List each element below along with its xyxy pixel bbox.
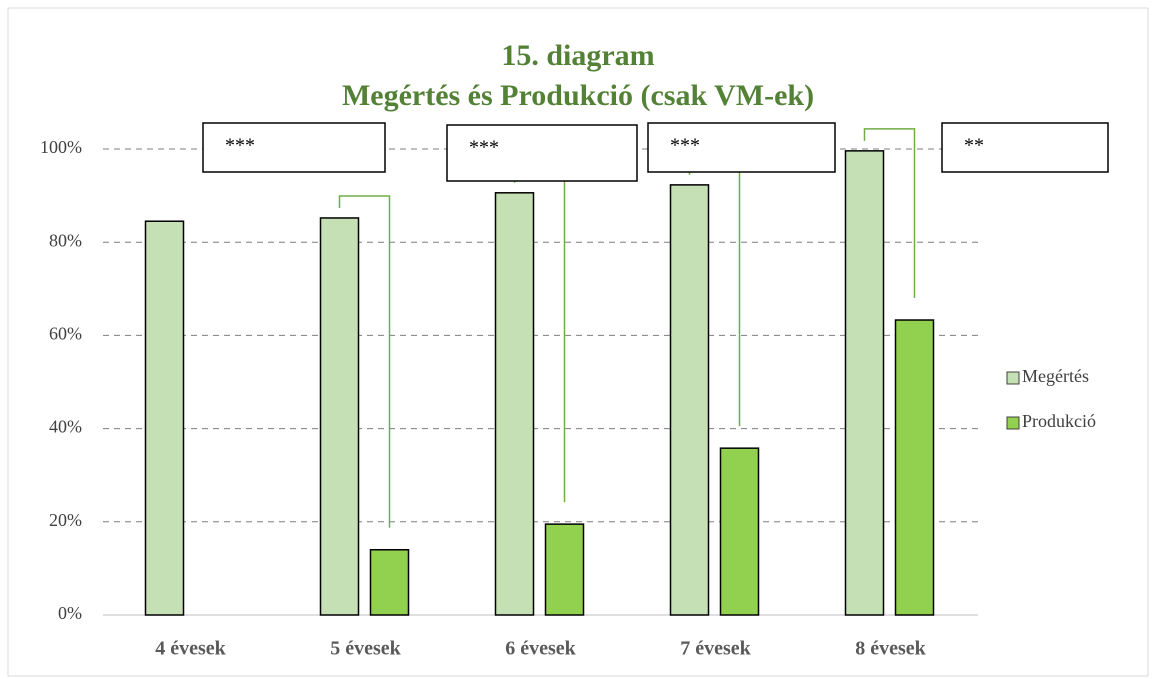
legend-label: Produkció bbox=[1022, 411, 1096, 431]
legend-label: Megértés bbox=[1022, 366, 1089, 386]
x-tick-label: 4 évesek bbox=[155, 638, 226, 660]
significance-bracket bbox=[863, 128, 916, 299]
annotation-box bbox=[446, 124, 638, 182]
annotation: ** bbox=[964, 135, 984, 157]
legend-swatch bbox=[1006, 416, 1020, 430]
annotation-box bbox=[647, 122, 836, 173]
bar bbox=[719, 447, 760, 616]
y-tick-label: 80% bbox=[49, 230, 82, 250]
bar bbox=[494, 192, 535, 616]
bar bbox=[144, 220, 185, 616]
chart-subtitle: Megértés és Produkció (csak VM-ek) bbox=[342, 79, 814, 112]
y-tick-label: 60% bbox=[49, 324, 82, 344]
x-tick-label: 6 évesek bbox=[505, 638, 576, 660]
legend-swatch bbox=[1006, 371, 1020, 385]
x-tick-label: 8 évesek bbox=[855, 638, 926, 660]
annotation: *** bbox=[469, 137, 499, 159]
bar bbox=[319, 217, 360, 616]
bar bbox=[669, 184, 710, 616]
y-tick-label: 100% bbox=[40, 137, 82, 157]
y-tick-label: 20% bbox=[49, 510, 82, 530]
bar bbox=[844, 150, 885, 616]
annotation: *** bbox=[670, 135, 700, 157]
y-tick-label: 40% bbox=[49, 417, 82, 437]
x-tick-label: 7 évesek bbox=[680, 638, 751, 660]
significance-bracket bbox=[338, 195, 391, 528]
annotation-box bbox=[202, 122, 386, 173]
annotation-box bbox=[941, 122, 1109, 173]
x-tick-label: 5 évesek bbox=[330, 638, 401, 660]
bar bbox=[369, 549, 410, 616]
frame bbox=[7, 7, 1149, 677]
y-tick-label: 0% bbox=[58, 603, 82, 623]
bar bbox=[544, 523, 585, 616]
bar bbox=[894, 319, 935, 616]
chart-title: 15. diagram bbox=[501, 39, 654, 72]
annotation: *** bbox=[225, 135, 255, 157]
